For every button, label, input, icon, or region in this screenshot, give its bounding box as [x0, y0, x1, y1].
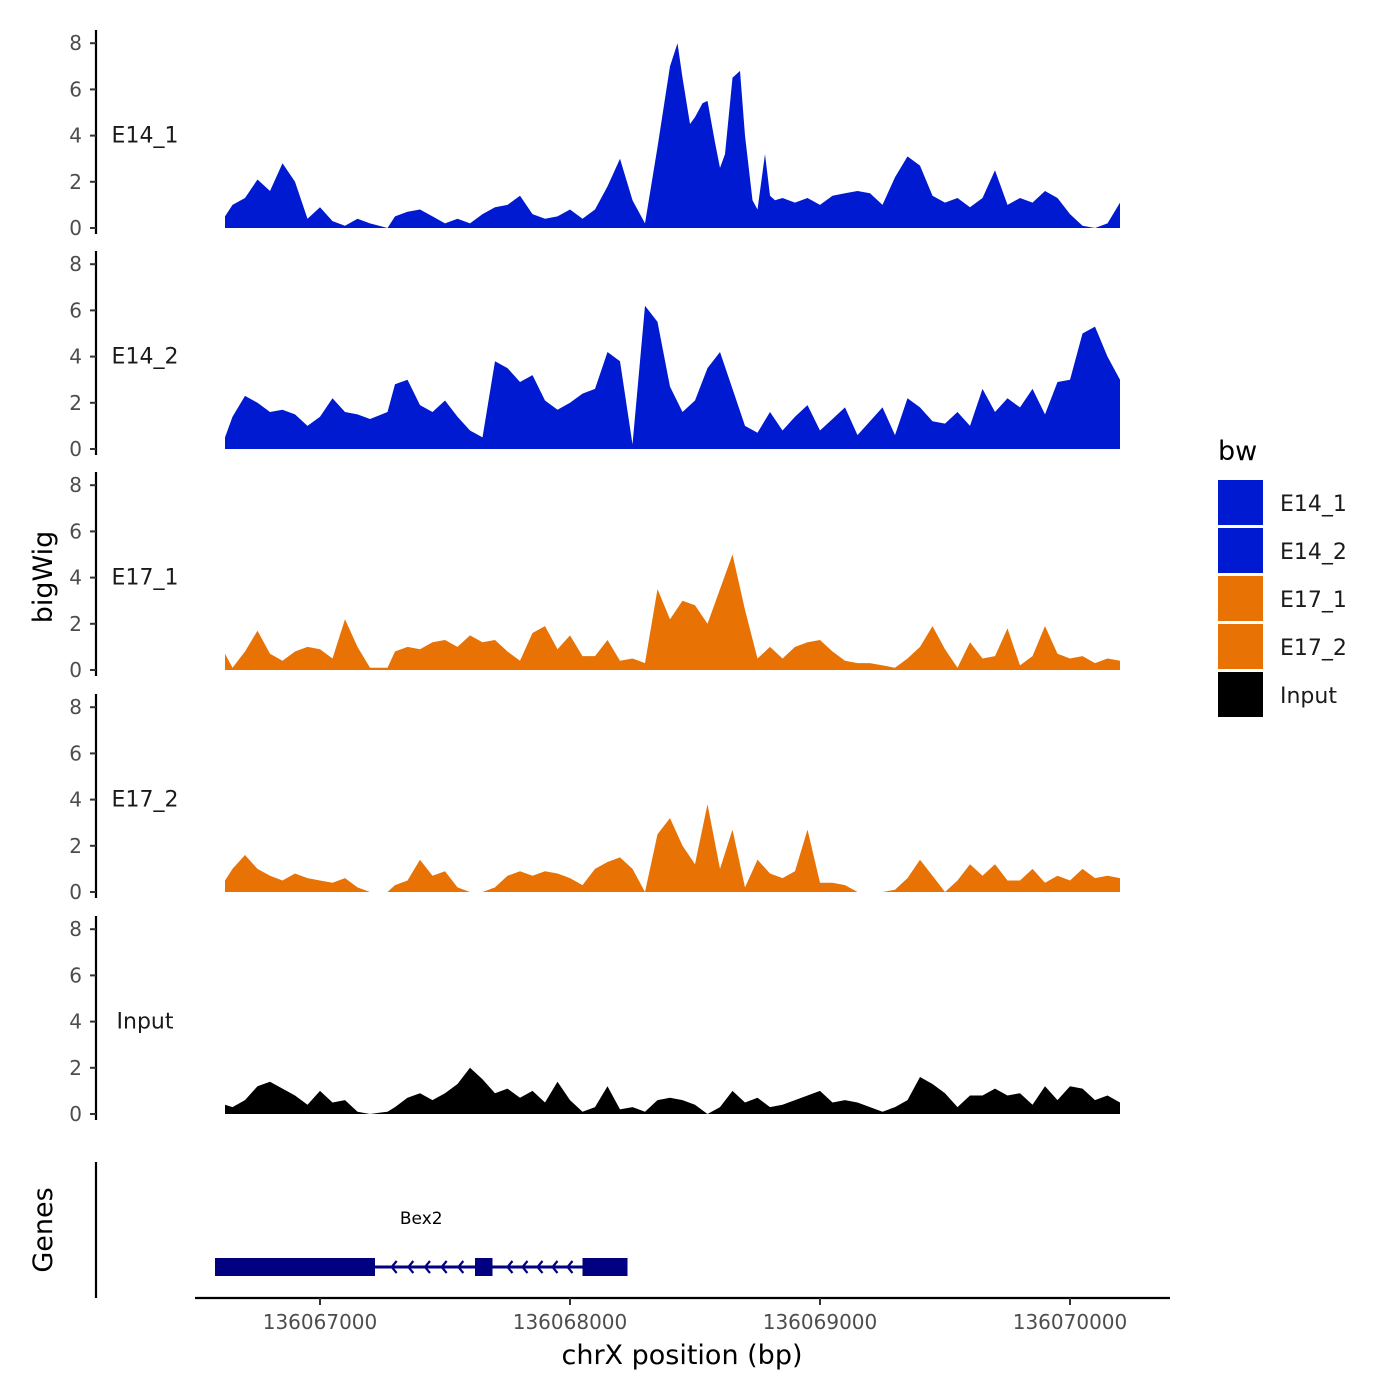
strand-arrow-Bex2 — [423, 1260, 431, 1274]
track-label-E14_1: E14_1 — [112, 124, 179, 149]
track-label-E14_2: E14_2 — [112, 345, 179, 370]
gene-exon-Bex2-2 — [475, 1258, 493, 1276]
gene-exon-Bex2-3 — [582, 1258, 628, 1276]
strand-arrow-Bex2 — [566, 1260, 574, 1274]
gene-exon-Bex2-1 — [215, 1258, 375, 1276]
y-tick-label-Input-4: 4 — [69, 1010, 82, 1034]
legend-key-E14_2 — [1218, 528, 1263, 573]
gene-label-Bex2: Bex2 — [400, 1209, 443, 1229]
strand-arrow-Bex2 — [506, 1260, 514, 1274]
legend-label-Input: Input — [1280, 684, 1337, 709]
legend-key-E14_1 — [1218, 480, 1263, 525]
genes-axis-title: Genes — [28, 1187, 59, 1272]
strand-arrow-Bex2 — [390, 1260, 398, 1274]
y-tick-label-E17_2-4: 4 — [69, 788, 82, 812]
y-tick-label-E17_1-6: 6 — [69, 519, 82, 543]
track-label-E17_2: E17_2 — [112, 788, 179, 813]
y-tick-label-E14_2-6: 6 — [69, 298, 82, 322]
gene-Bex2: Bex2 — [215, 1209, 628, 1276]
y-tick-label-Input-0: 0 — [69, 1102, 82, 1126]
y-tick-label-E17_2-8: 8 — [69, 695, 82, 719]
x-tick-label-136069000: 136069000 — [763, 1310, 878, 1334]
y-tick-label-E14_2-8: 8 — [69, 252, 82, 276]
y-tick-label-E17_1-8: 8 — [69, 473, 82, 497]
track-E14_1: 0 2 4 6 8 E14_1 — [69, 29, 1120, 240]
legend-label-E14_2: E14_2 — [1280, 540, 1347, 565]
legend-title: bw — [1218, 436, 1257, 467]
x-tick-label-136067000: 136067000 — [263, 1310, 378, 1334]
y-tick-label-E17_1-0: 0 — [69, 658, 82, 682]
area-E14_1 — [225, 43, 1120, 229]
strand-arrow-Bex2 — [456, 1260, 465, 1274]
y-tick-label-E14_1-6: 6 — [69, 77, 82, 101]
legend-label-E17_2: E17_2 — [1280, 636, 1347, 661]
legend-entry-E17_1: E17_1 — [1218, 576, 1347, 621]
y-tick-label-E17_2-0: 0 — [69, 880, 82, 904]
legend-key-Input — [1218, 672, 1263, 717]
legend-key-E17_2 — [1218, 624, 1263, 669]
strand-arrow-Bex2 — [440, 1260, 448, 1274]
legend-entry-E17_2: E17_2 — [1218, 624, 1347, 669]
legend: bw E14_1 E14_2 E17_1 E17_2 Input — [1218, 436, 1347, 717]
legend-label-E17_1: E17_1 — [1280, 588, 1347, 613]
legend-entry-Input: Input — [1218, 672, 1337, 717]
y-tick-label-Input-2: 2 — [69, 1056, 82, 1080]
y-tick-label-Input-8: 8 — [69, 917, 82, 941]
track-label-E17_1: E17_1 — [112, 566, 179, 591]
area-E17_1 — [225, 554, 1120, 670]
strand-arrow-Bex2 — [551, 1260, 559, 1274]
strand-arrow-Bex2 — [406, 1260, 415, 1274]
area-Input — [225, 1067, 1120, 1114]
area-E14_2 — [225, 305, 1120, 449]
y-tick-label-E14_2-4: 4 — [69, 345, 82, 369]
x-tick-label-136068000: 136068000 — [513, 1310, 628, 1334]
y-axis-title: bigWig — [28, 531, 59, 624]
y-tick-label-E14_2-2: 2 — [69, 391, 82, 415]
y-tick-label-E17_2-6: 6 — [69, 741, 82, 765]
x-axis-title: chrX position (bp) — [561, 1340, 802, 1371]
y-tick-label-E14_1-4: 4 — [69, 124, 82, 148]
strand-arrow-Bex2 — [536, 1260, 544, 1274]
tracks-layer: 0 2 4 6 8 E14_1 0 2 4 6 8 E14_2 0 2 4 6 8 E17_1 0 2 4 6 8 E17_2… — [69, 29, 1120, 1126]
y-tick-label-E17_1-2: 2 — [69, 612, 82, 636]
y-tick-label-E17_2-2: 2 — [69, 834, 82, 858]
legend-key-E17_1 — [1218, 576, 1263, 621]
y-tick-label-E14_1-8: 8 — [69, 31, 82, 55]
y-tick-label-E17_1-4: 4 — [69, 566, 82, 590]
x-tick-label-136070000: 136070000 — [1013, 1310, 1128, 1334]
y-tick-label-E14_1-2: 2 — [69, 170, 82, 194]
genes-layer: Genes Bex2 — [28, 1162, 628, 1298]
track-label-Input: Input — [117, 1010, 174, 1035]
legend-label-E14_1: E14_1 — [1280, 492, 1347, 517]
y-tick-label-E14_1-0: 0 — [69, 216, 82, 240]
track-E17_1: 0 2 4 6 8 E17_1 — [69, 471, 1120, 682]
legend-entry-E14_1: E14_1 — [1218, 480, 1347, 525]
track-Input: 0 2 4 6 8 Input — [69, 915, 1120, 1126]
track-E17_2: 0 2 4 6 8 E17_2 — [69, 693, 1120, 904]
strand-arrow-Bex2 — [521, 1260, 529, 1274]
y-tick-label-E14_2-0: 0 — [69, 437, 82, 461]
legend-entry-E14_2: E14_2 — [1218, 528, 1347, 573]
area-E17_2 — [225, 804, 1120, 892]
track-E14_2: 0 2 4 6 8 E14_2 — [69, 250, 1120, 461]
x-axis: chrX position (bp) 136067000 136068000 136… — [195, 1296, 1170, 1371]
y-tick-label-Input-6: 6 — [69, 963, 82, 987]
